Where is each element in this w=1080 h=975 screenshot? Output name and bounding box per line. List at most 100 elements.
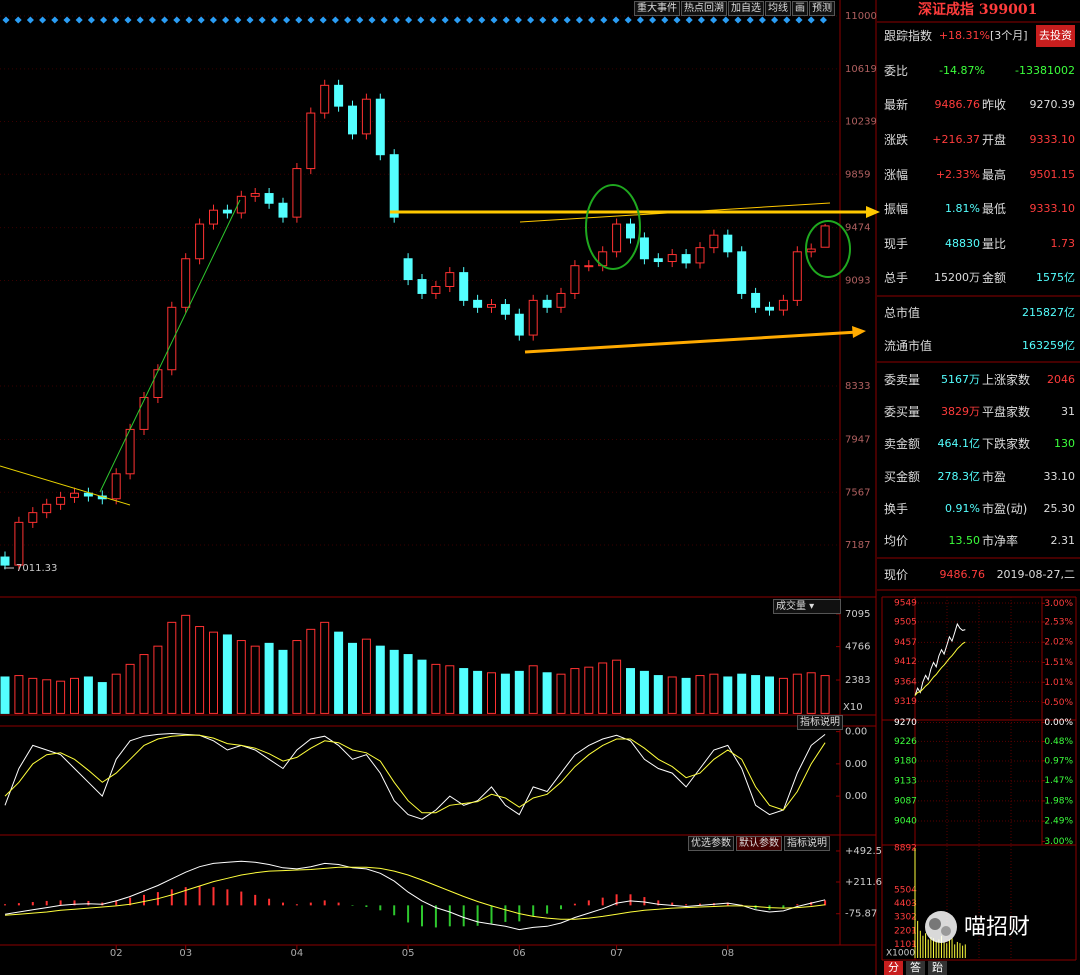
event-marker: [295, 16, 303, 24]
event-marker: [2, 16, 10, 24]
row-value: 9486.76: [934, 98, 981, 111]
volume-bar: [695, 675, 705, 714]
candle-body: [42, 503, 52, 514]
volume-bar: [348, 642, 357, 714]
volume-bar: [542, 672, 552, 714]
volume-tick-label: 4403: [894, 899, 917, 909]
event-marker: [661, 16, 669, 24]
row-label: 现价: [884, 568, 909, 582]
y-tick-label: 9093: [845, 276, 870, 287]
event-marker: [234, 16, 242, 24]
row-value: 215827亿: [1022, 306, 1075, 319]
toolbar-button[interactable]: 画: [792, 1, 808, 16]
candle-body: [306, 112, 316, 170]
row-label: 最低: [982, 202, 1007, 216]
candle-body: [751, 292, 761, 308]
volume-bar: [195, 626, 205, 714]
indicator-title[interactable]: 成交量 ▾: [773, 599, 841, 614]
row-label: 委比: [884, 64, 909, 78]
candle-body: [222, 209, 232, 214]
row-label: 均价: [884, 534, 909, 548]
volume-bar: [820, 675, 830, 714]
arrow-head: [866, 206, 880, 218]
row-note: [3个月]: [990, 29, 1028, 42]
indicator-button[interactable]: 默认参数: [736, 836, 782, 851]
volume-bar: [751, 675, 761, 714]
unit-label: X10: [843, 702, 863, 713]
event-marker: [392, 16, 400, 24]
volume-bar: [792, 673, 802, 714]
toolbar-button[interactable]: 预测: [809, 1, 835, 16]
x-tick-label: 07: [610, 948, 623, 959]
volume-bar: [403, 654, 413, 714]
candle-body: [70, 492, 79, 498]
event-marker: [39, 16, 47, 24]
candle-body: [292, 168, 302, 218]
indicator-button[interactable]: 优选参数: [688, 836, 734, 851]
event-marker: [26, 16, 34, 24]
y-tick-label: 7947: [845, 435, 870, 446]
tab[interactable]: 分: [884, 961, 903, 975]
series-line: [914, 622, 966, 696]
volume-bar: [723, 676, 733, 714]
y2-tick-label: 0.50%: [1044, 698, 1073, 708]
volume-bar: [667, 676, 677, 714]
x-tick-label: 03: [179, 948, 192, 959]
row-value: 48830: [945, 237, 980, 250]
event-marker: [466, 16, 474, 24]
event-marker: [771, 16, 779, 24]
y2-tick-label: 0.48%: [1044, 737, 1073, 747]
row-value: 163259亿: [1022, 339, 1075, 352]
volume-bar: [361, 638, 371, 714]
event-marker: [14, 16, 22, 24]
y-tick-label: 9319: [894, 697, 917, 707]
series-line: [4, 732, 826, 820]
candle-body: [528, 299, 538, 336]
indicator-help[interactable]: 指标说明: [797, 715, 843, 730]
x-tick-label: 06: [513, 948, 526, 959]
toolbar-button[interactable]: 重大事件: [634, 1, 680, 16]
event-marker: [600, 16, 608, 24]
event-marker: [87, 16, 95, 24]
candle-body: [153, 369, 163, 398]
volume-bar: [320, 621, 330, 714]
candle-body: [167, 306, 177, 371]
row-value: 2019-08-27,二: [996, 568, 1075, 581]
tab[interactable]: 跆: [928, 961, 947, 975]
event-marker: [197, 16, 205, 24]
toolbar-button[interactable]: 热点回溯: [681, 1, 727, 16]
candle-body: [83, 492, 93, 497]
event-marker: [148, 16, 156, 24]
indicator-button[interactable]: 指标说明: [784, 836, 830, 851]
volume-bar: [97, 682, 107, 714]
y-tick-label: 9457: [894, 638, 917, 648]
event-marker: [185, 16, 193, 24]
volume-bar: [167, 621, 177, 714]
event-marker: [209, 16, 217, 24]
event-marker: [441, 16, 449, 24]
toolbar-button[interactable]: 加自选: [728, 1, 764, 16]
invest-button[interactable]: 去投资: [1036, 25, 1075, 47]
volume-bar: [292, 640, 302, 714]
volume-bar: [56, 680, 66, 714]
x-tick-label: 05: [402, 948, 415, 959]
candle-body: [667, 254, 677, 263]
row-label: 平盘家数: [982, 405, 1031, 419]
volume-bar: [528, 665, 538, 714]
event-marker: [795, 16, 803, 24]
volume-bar: [209, 631, 218, 714]
event-marker: [136, 16, 144, 24]
toolbar-button[interactable]: 均线: [765, 1, 791, 16]
event-marker: [819, 16, 827, 24]
event-marker: [746, 16, 754, 24]
y-tick-label: 9226: [894, 737, 917, 747]
row-label: 跟踪指数: [884, 29, 933, 43]
candle-body: [695, 247, 705, 264]
watermark: [925, 911, 957, 943]
tab[interactable]: 答: [906, 961, 925, 975]
event-marker: [649, 16, 657, 24]
candle-body: [626, 223, 635, 239]
row-value: 2046: [1047, 373, 1075, 386]
event-marker: [527, 16, 535, 24]
